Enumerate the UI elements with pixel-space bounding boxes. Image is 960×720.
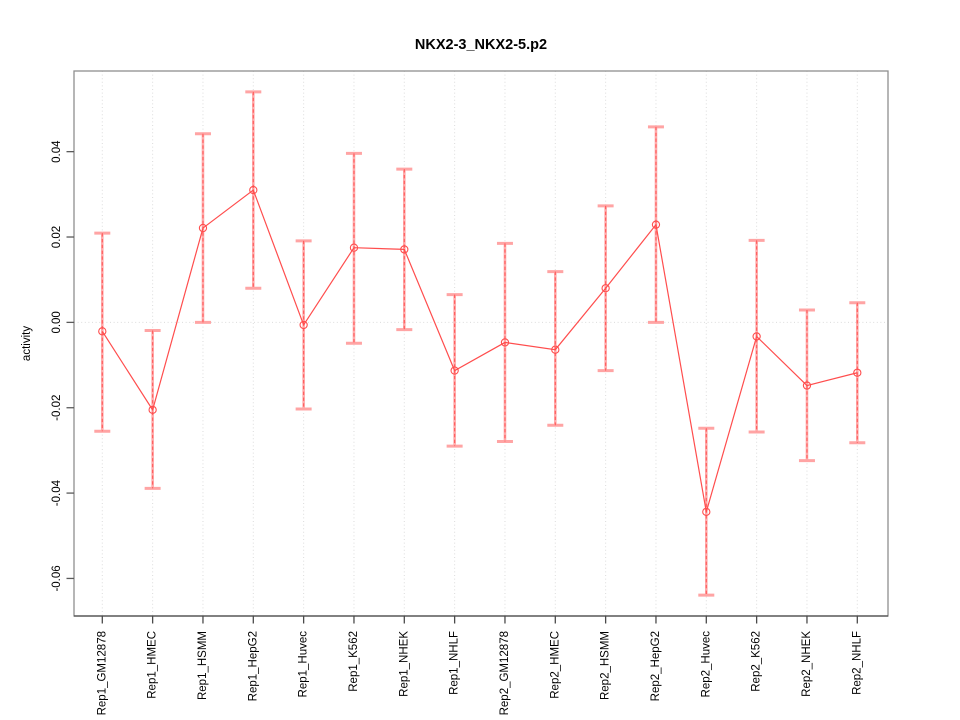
chart-title: NKX2-3_NKX2-5.p2: [415, 37, 547, 53]
y-tick-label: 0.00: [51, 311, 63, 333]
data-point: [752, 332, 761, 341]
data-point: [198, 223, 208, 233]
data-point: [500, 338, 510, 347]
x-tick-label: Rep2_HepG2: [650, 631, 662, 701]
x-tick-label: Rep2_NHLF: [851, 631, 863, 695]
x-tick-label: Rep2_Huvec: [700, 631, 712, 698]
x-tick-label: Rep2_HMEC: [549, 631, 561, 699]
x-tick-label: Rep1_K562: [348, 631, 360, 692]
data-point: [148, 405, 157, 415]
data-layer: [94, 90, 866, 597]
x-tick-label: Rep1_NHLF: [449, 631, 461, 695]
data-point: [802, 381, 812, 390]
y-tick-label: -0.04: [51, 479, 63, 506]
gridlines-layer: [74, 71, 888, 616]
x-tick-label: Rep2_K562: [751, 631, 763, 692]
y-axis-title: activity: [21, 326, 33, 361]
data-point: [299, 320, 308, 330]
data-point: [601, 284, 610, 293]
y-tick-label: 0.04: [51, 140, 63, 163]
data-point: [853, 368, 862, 377]
plot-border: [73, 70, 889, 617]
data-point: [702, 507, 711, 517]
y-tick-label: -0.02: [51, 395, 63, 421]
x-tick-label: Rep1_GM12878: [96, 631, 108, 715]
data-point: [450, 366, 459, 375]
y-tick-label: -0.06: [51, 565, 63, 591]
series-line: [101, 189, 858, 513]
data-point: [400, 245, 409, 254]
x-tick-label: Rep2_GM12878: [499, 631, 511, 715]
data-point: [551, 345, 560, 354]
data-point: [249, 185, 258, 195]
x-tick-label: Rep1_Huvec: [298, 631, 310, 698]
data-point: [98, 327, 107, 336]
x-tick-label: Rep1_HSMM: [197, 631, 209, 700]
x-tick-label: Rep2_NHEK: [801, 631, 813, 697]
x-tick-label: Rep1_HepG2: [247, 631, 259, 701]
data-point: [349, 243, 359, 252]
x-tick-label: Rep1_NHEK: [398, 631, 410, 697]
y-tick-label: 0.02: [51, 226, 63, 248]
data-point: [651, 220, 661, 229]
tick-labels-layer: 0.04 0.02 0.00 -0.02 -0.04 -0.06 Rep1_GM12878 R…: [51, 140, 863, 716]
x-tick-label: Rep2_HSMM: [600, 631, 612, 700]
x-tick-label: Rep1_HMEC: [147, 631, 159, 699]
axes-layer: [66, 70, 889, 624]
